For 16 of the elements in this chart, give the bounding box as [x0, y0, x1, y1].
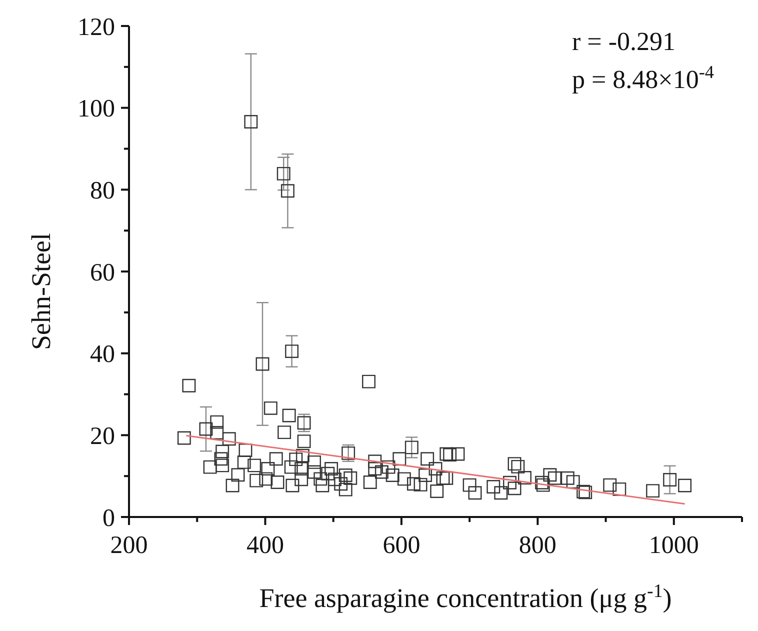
x-tick-label: 600	[382, 532, 420, 559]
y-tick-label: 80	[90, 177, 115, 204]
x-tick-label: 400	[246, 532, 284, 559]
x-axis-title: Free asparagine concentration (μg g$^{-1}$)	[259, 580, 672, 613]
x-tick-label: 200	[110, 532, 148, 559]
y-tick-label: 100	[78, 96, 115, 123]
x-tick-label: 800	[518, 532, 556, 559]
y-axis-title: Sehn-Steel	[26, 233, 56, 350]
annotation: p = 8.48×10$^{-4}$	[572, 62, 714, 94]
y-tick-label: 120	[78, 14, 115, 41]
y-tick-label: 60	[90, 259, 115, 286]
x-tick-label: 1000	[648, 532, 699, 559]
annotation: r = -0.291	[572, 27, 676, 56]
y-tick-label: 0	[102, 504, 115, 532]
y-tick-label: 40	[90, 341, 115, 368]
y-tick-label: 20	[90, 422, 115, 450]
